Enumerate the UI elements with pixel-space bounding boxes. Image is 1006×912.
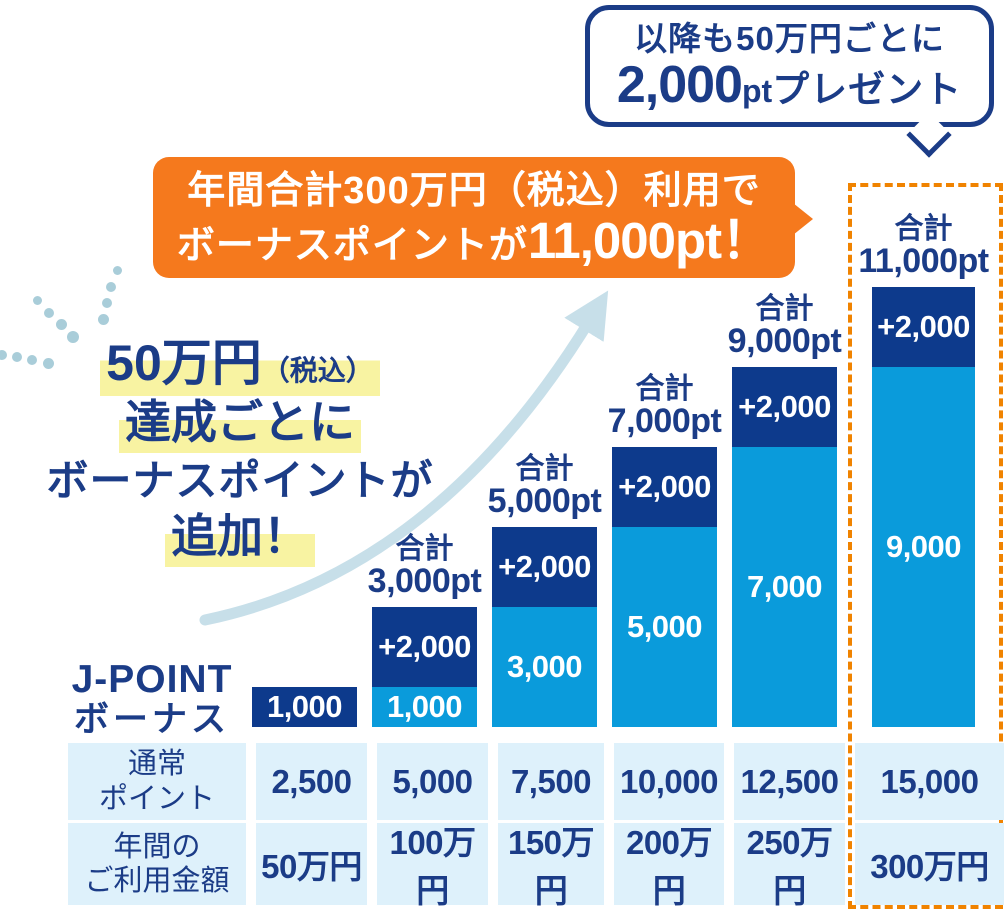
sparkle-dot bbox=[0, 350, 7, 360]
bar4-base-value: 5,000 bbox=[626, 609, 703, 644]
axis-label-line2: ボーナス bbox=[73, 700, 230, 739]
sparkle-dot bbox=[113, 266, 122, 275]
table-row2-cell: 200万円 bbox=[614, 823, 724, 909]
bonus-bar-4: 合計 7,000pt +2,000 5,000 bbox=[608, 373, 722, 727]
bar3-add-value: +2,000 bbox=[498, 549, 591, 584]
bar5-base-value: 7,000 bbox=[746, 569, 823, 604]
speech-bubble: 以降も50万円ごとに 2,000ptプレゼント bbox=[585, 5, 994, 127]
bar3-total-label: 合計 5,000pt bbox=[487, 452, 602, 521]
table-row2-header: 年間の ご利用金額 bbox=[68, 823, 246, 905]
sparkle-dot bbox=[106, 282, 116, 292]
bonus-bar-5: 合計 9,000pt +2,000 7,000 bbox=[728, 293, 842, 727]
bar3-add-segment: +2,000 bbox=[492, 527, 597, 607]
bar3-base-segment: 3,000 bbox=[492, 607, 597, 727]
table-row1-cell: 15,000 bbox=[855, 743, 1004, 820]
bar6-base-value: 9,000 bbox=[885, 529, 962, 564]
bar2-add-segment: +2,000 bbox=[372, 607, 477, 687]
banner-tail-pointer bbox=[793, 203, 813, 235]
table-row2-cell: 100万円 bbox=[377, 823, 488, 909]
bar6-add-segment: +2,000 bbox=[872, 287, 975, 367]
bar5-add-segment: +2,000 bbox=[732, 367, 837, 447]
sparkle-dot bbox=[44, 308, 54, 318]
table-row2-cell: 250万円 bbox=[734, 823, 845, 909]
table-row1-cell: 10,000 bbox=[614, 743, 724, 820]
table-row1-cell: 12,500 bbox=[734, 743, 845, 820]
sparkle-dot bbox=[56, 319, 67, 330]
dashed-highlight-frame bbox=[848, 183, 1003, 909]
sparkle-dot bbox=[33, 296, 42, 305]
table-row1-cell: 7,500 bbox=[498, 743, 604, 820]
promo-line4: 追加！ bbox=[25, 509, 455, 567]
bar3-base-value: 3,000 bbox=[506, 649, 583, 684]
table-row1-cell: 5,000 bbox=[377, 743, 488, 820]
banner-line2-prefix: ボーナスポイントが bbox=[176, 224, 528, 267]
sparkle-dot bbox=[27, 355, 37, 365]
growth-arrow bbox=[199, 290, 609, 626]
headline-banner: 年間合計300万円（税込）利用で ボーナスポイントが11,000pt！ bbox=[153, 157, 795, 278]
promo-line3: ボーナスポイントが bbox=[46, 456, 434, 504]
bonus-bar-1: 1,000 bbox=[252, 687, 357, 727]
bar2-base-value: 1,000 bbox=[386, 689, 463, 724]
bubble-suffix: プレゼント bbox=[772, 69, 963, 111]
sparkle-dot bbox=[67, 331, 79, 343]
sparkle-dot bbox=[43, 358, 54, 369]
bubble-line1: 以降も50万円ごとに bbox=[634, 19, 945, 57]
bar2-add-value: +2,000 bbox=[378, 629, 471, 664]
bar4-base-segment: 5,000 bbox=[612, 527, 717, 727]
table-row2-cell: 300万円 bbox=[855, 823, 1004, 905]
table-row2-cell: 50万円 bbox=[256, 823, 367, 905]
banner-line1: 年間合計300万円（税込）利用で bbox=[187, 170, 761, 213]
bubble-amount: 2,000 bbox=[616, 56, 743, 115]
bar1-base-value: 1,000 bbox=[266, 689, 343, 724]
bar6-add-value: +2,000 bbox=[877, 309, 970, 344]
bar5-add-value: +2,000 bbox=[738, 389, 831, 424]
bubble-line2: 2,000ptプレゼント bbox=[617, 59, 962, 111]
table-row1-header: 通常 ポイント bbox=[68, 743, 246, 820]
sparkle-dot bbox=[98, 314, 109, 325]
table-row2-cell: 150万円 bbox=[498, 823, 604, 909]
bar4-add-segment: +2,000 bbox=[612, 447, 717, 527]
promo-line1-main: 50万円 bbox=[106, 335, 262, 391]
bar1-base-segment: 1,000 bbox=[252, 687, 357, 727]
banner-line2: ボーナスポイントが11,000pt！ bbox=[176, 211, 772, 269]
bubble-unit: pt bbox=[741, 73, 773, 110]
bar5-base-segment: 7,000 bbox=[732, 447, 837, 727]
bar2-base-segment: 1,000 bbox=[372, 687, 477, 727]
promo-line1: 50万円（税込） bbox=[25, 335, 455, 396]
promo-text: 50万円（税込） 達成ごとに ボーナスポイントが 追加！ bbox=[25, 335, 455, 567]
bar4-add-value: +2,000 bbox=[618, 469, 711, 504]
promo-line1-sub: （税込） bbox=[261, 355, 374, 386]
promo-line2: 達成ごとに bbox=[25, 396, 455, 453]
sparkle-dot bbox=[102, 298, 112, 308]
bar6-total-label: 合計 11,000pt bbox=[858, 212, 989, 281]
bonus-bar-3: 合計 5,000pt +2,000 3,000 bbox=[488, 453, 602, 727]
table-row1-cell: 2,500 bbox=[256, 743, 367, 820]
points-table: 通常 ポイント 2,500 5,000 7,500 10,000 12,500 … bbox=[68, 743, 1004, 909]
bar4-total-label: 合計 7,000pt bbox=[607, 372, 722, 441]
bar5-total-label: 合計 9,000pt bbox=[727, 292, 842, 361]
y-axis-label: J-POINT ボーナス bbox=[52, 660, 252, 737]
banner-line2-amount: 11,000pt！ bbox=[527, 211, 772, 269]
bar2-total-label: 合計 3,000pt bbox=[367, 532, 482, 601]
axis-label-line1: J-POINT bbox=[71, 658, 233, 701]
sparkle-dot bbox=[12, 352, 22, 362]
bonus-bar-6: 合計 11,000pt +2,000 9,000 bbox=[858, 213, 989, 727]
bar6-base-segment: 9,000 bbox=[872, 367, 975, 727]
bonus-bar-2: 合計 3,000pt +2,000 1,000 bbox=[368, 533, 482, 727]
